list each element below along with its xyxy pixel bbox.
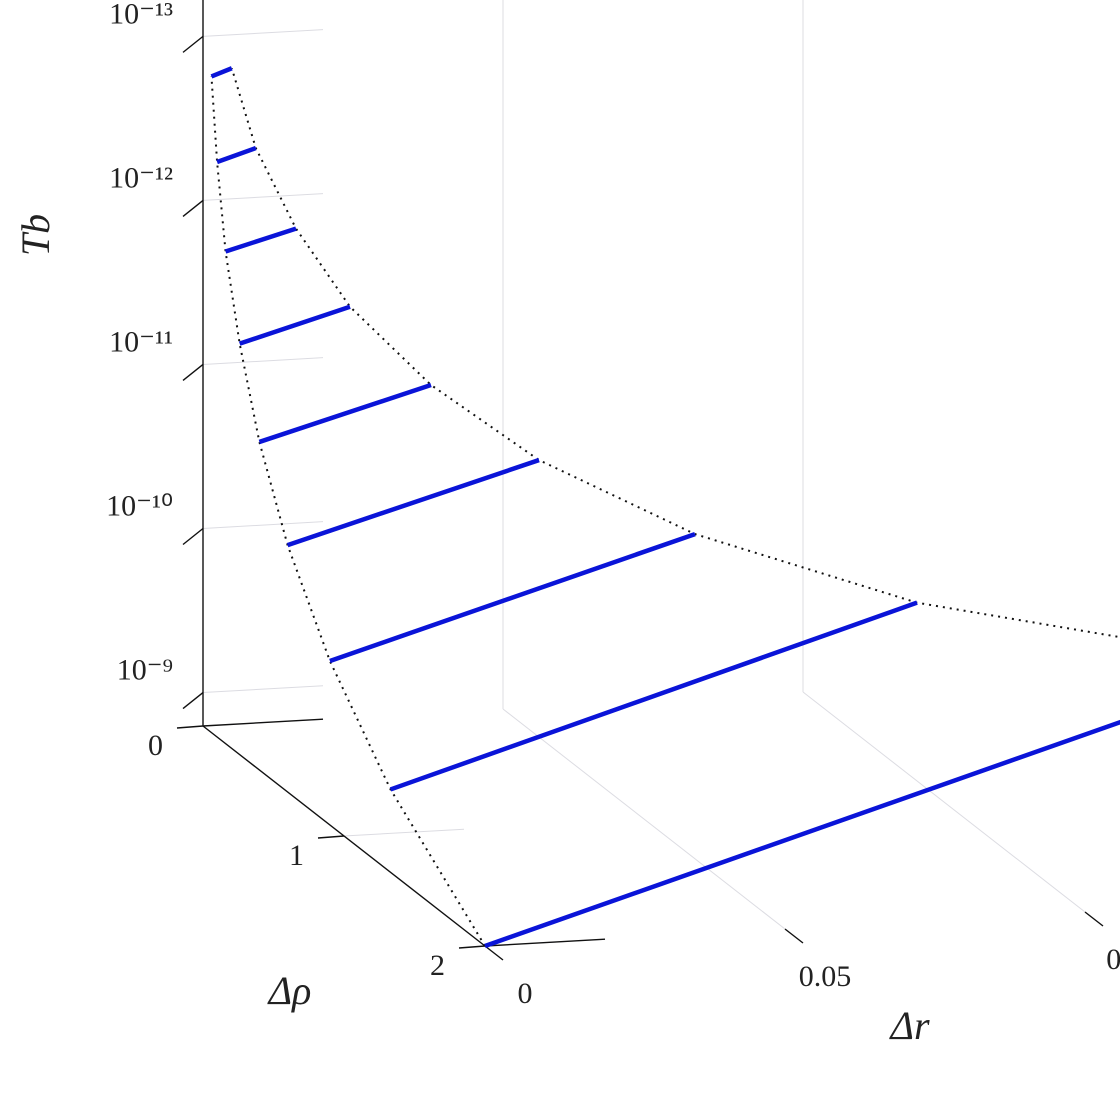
y-tick <box>458 945 486 949</box>
grid-line <box>202 685 324 694</box>
z-tick <box>182 35 204 53</box>
x-tick <box>784 928 804 944</box>
y-tick <box>176 725 204 729</box>
y-tick-label: 2 <box>430 949 445 982</box>
x-tick-label: 0.05 <box>799 960 852 993</box>
x-axis <box>484 938 606 947</box>
x-tick <box>1084 911 1104 927</box>
y-tick <box>317 835 345 839</box>
z-tick <box>182 363 204 382</box>
z-tick-label: 10⁻¹¹ <box>109 325 173 358</box>
y-tick-label: 1 <box>289 839 304 872</box>
grid-line <box>343 828 465 837</box>
grid-line <box>202 29 324 37</box>
x-tick-label: 0 <box>518 977 533 1010</box>
level-segment <box>210 66 233 79</box>
x-tick-label: 0.1 <box>1106 943 1120 976</box>
level-segment <box>286 457 540 548</box>
z-tick <box>182 527 204 546</box>
x-axis-label: Δr <box>888 1003 929 1048</box>
z-axis-label: Tb <box>13 214 58 256</box>
level-segment <box>238 304 351 346</box>
level-segment <box>224 226 297 254</box>
grid-line <box>202 521 324 529</box>
right-boundary <box>230 67 1120 639</box>
x-axis-back <box>202 718 324 727</box>
level-segment <box>329 531 696 664</box>
left-boundary <box>210 76 486 947</box>
level-segment <box>258 382 432 445</box>
level-segment <box>389 600 918 792</box>
x-tick <box>484 945 504 961</box>
grid-line <box>202 193 324 201</box>
z-tick-label: 10⁻⁹ <box>117 653 173 686</box>
z-tick <box>182 691 204 710</box>
y-tick-label: 0 <box>148 729 163 762</box>
y-axis-label: Δρ <box>267 968 312 1013</box>
level-segment <box>216 145 257 165</box>
grid-line <box>202 357 324 365</box>
z-tick-label: 10⁻¹³ <box>109 0 173 30</box>
z-tick-label: 10⁻¹⁰ <box>106 489 173 522</box>
grid-line <box>802 691 1086 913</box>
grid-line <box>502 708 786 930</box>
z-tick <box>182 199 204 217</box>
z-tick-label: 10⁻¹² <box>109 161 173 194</box>
level-segment <box>484 719 1120 949</box>
